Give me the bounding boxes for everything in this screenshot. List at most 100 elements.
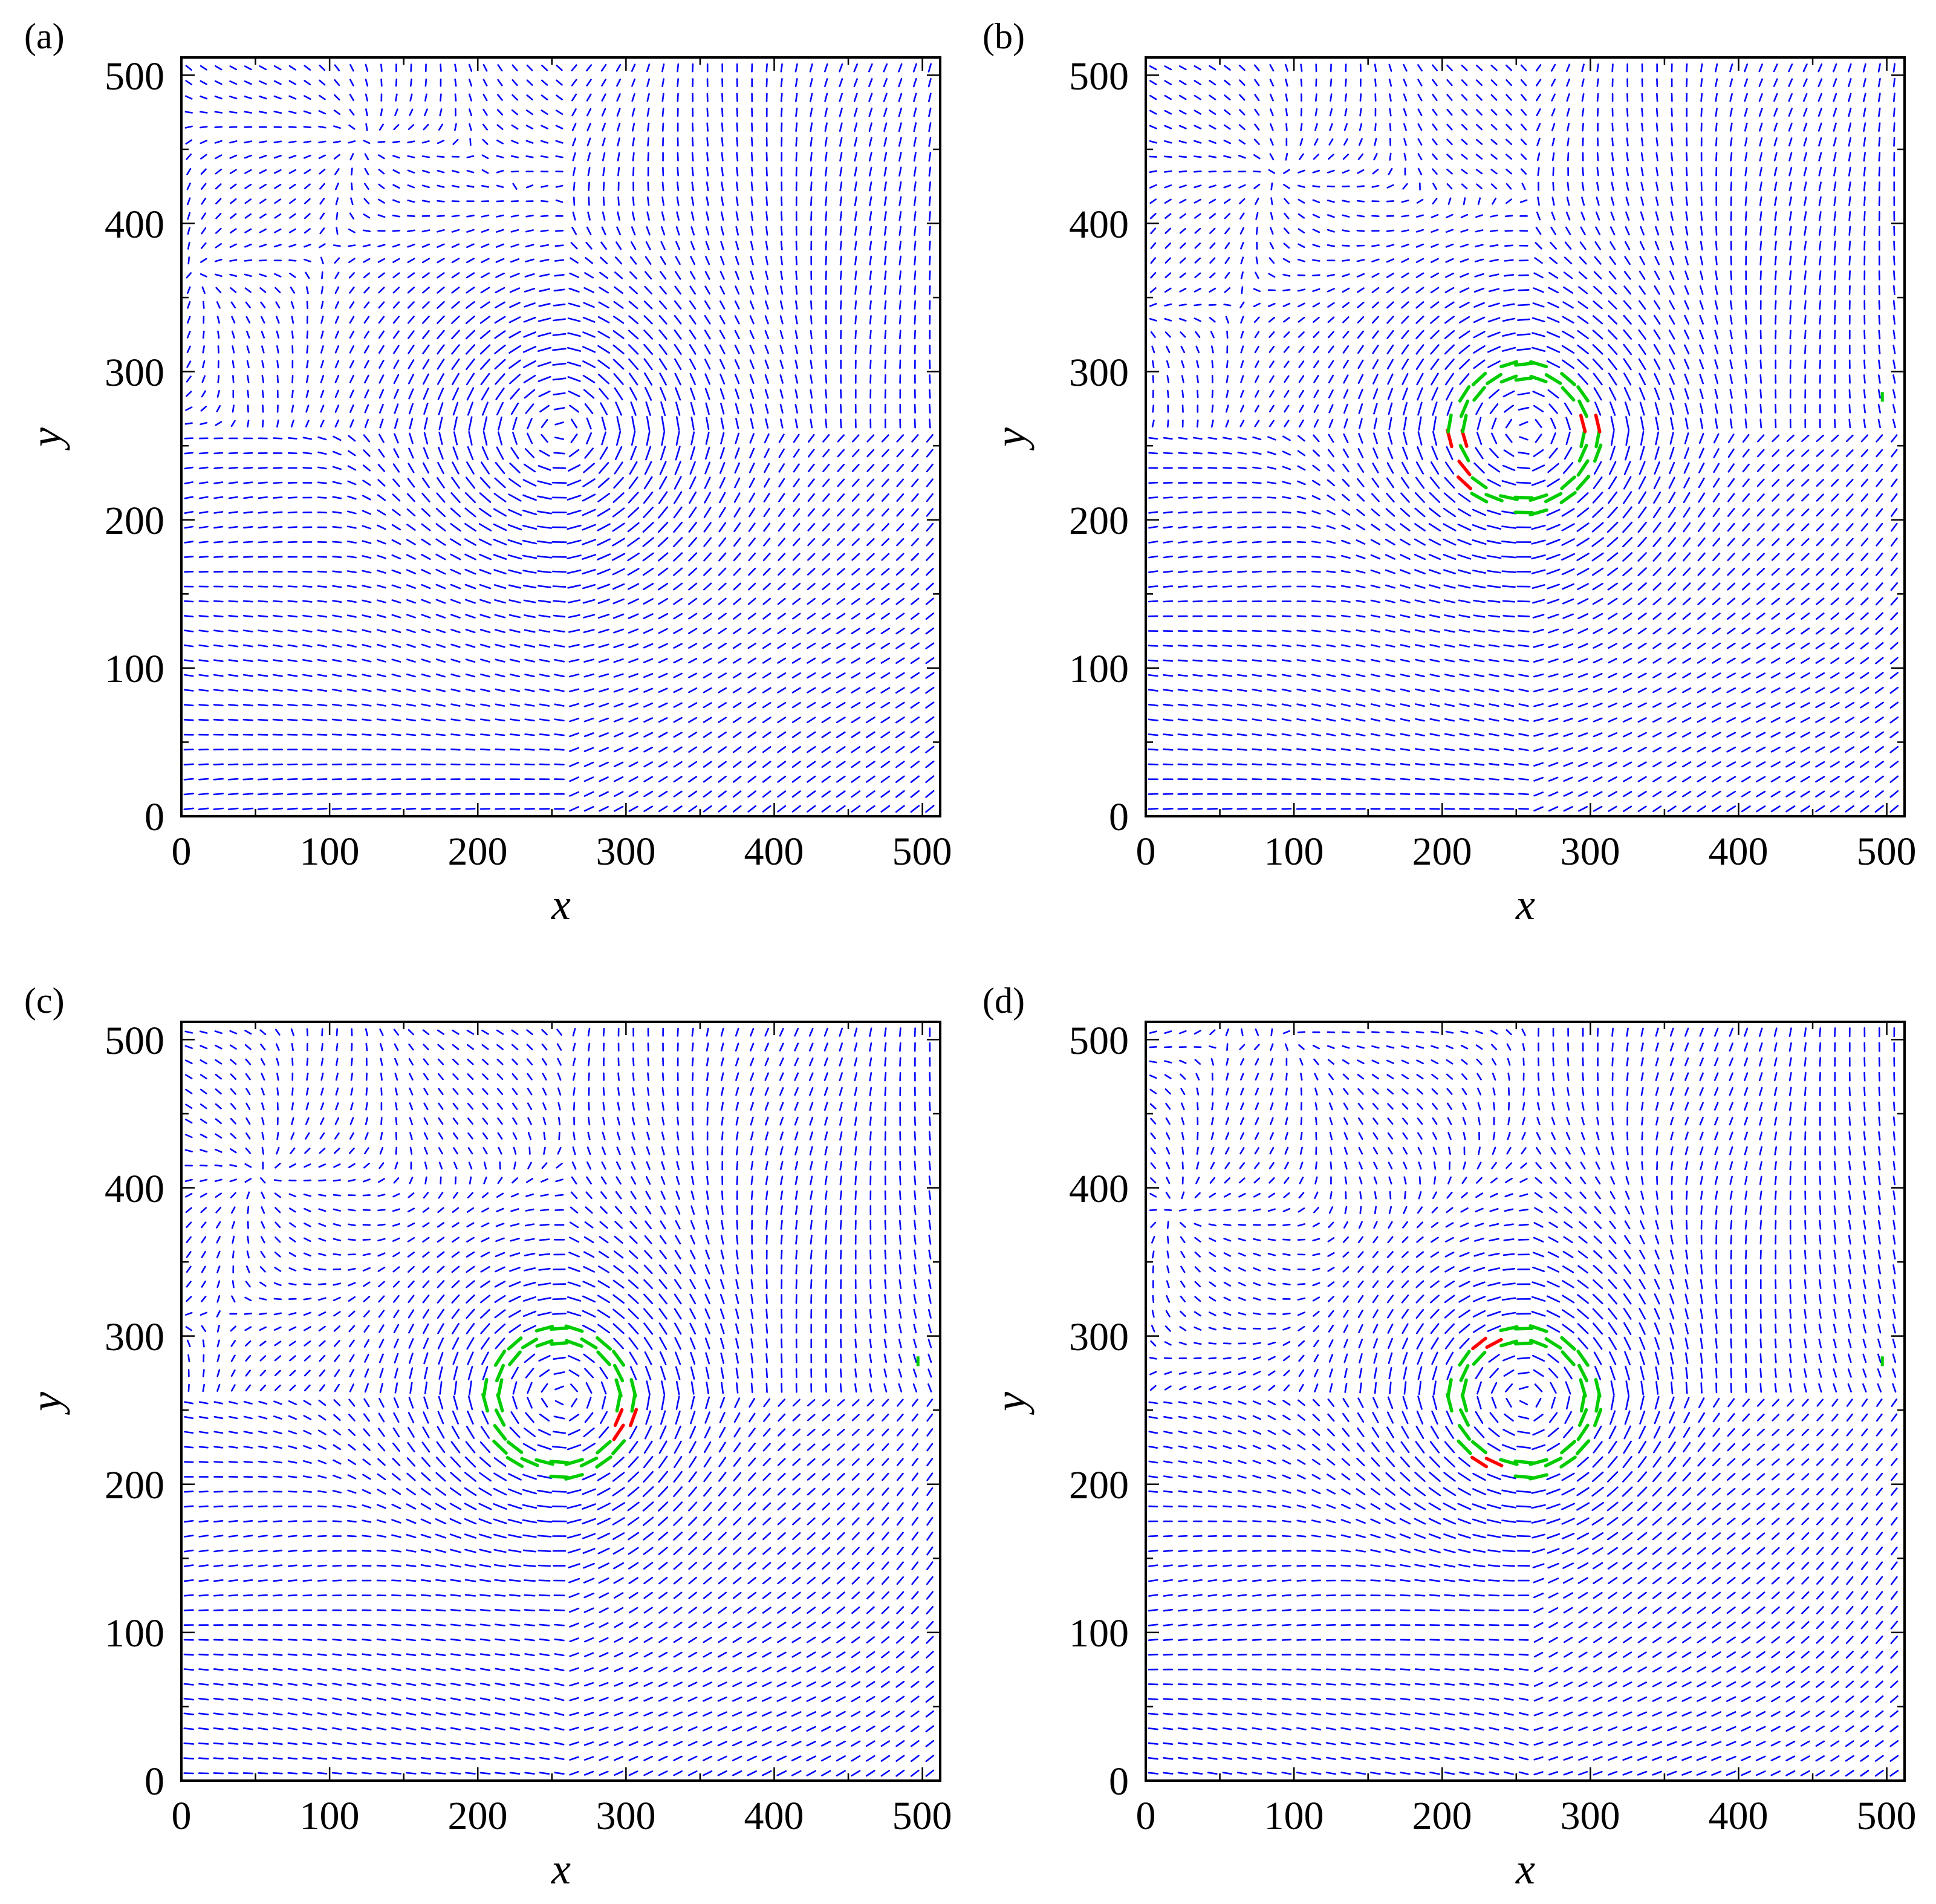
vector-arrow bbox=[1741, 687, 1751, 694]
vector-arrow bbox=[1432, 401, 1438, 416]
vector-arrow bbox=[1267, 659, 1277, 663]
vector-arrow bbox=[1327, 229, 1335, 233]
vector-arrow bbox=[810, 345, 813, 354]
vector-arrow bbox=[1742, 493, 1750, 502]
vector-arrow bbox=[1532, 391, 1545, 397]
vector-arrow bbox=[288, 169, 296, 174]
vector-arrow bbox=[1417, 153, 1423, 161]
vector-arrow bbox=[464, 599, 476, 604]
vector-arrow bbox=[688, 643, 698, 649]
vector-arrow bbox=[881, 478, 889, 487]
vector-arrow bbox=[807, 687, 816, 694]
vector-arrow bbox=[1148, 496, 1158, 499]
vector-arrow bbox=[539, 674, 550, 678]
vector-arrow bbox=[1800, 716, 1810, 723]
vector-arrow bbox=[1610, 431, 1615, 446]
vector-arrow bbox=[628, 628, 639, 634]
vector-arrow bbox=[1298, 389, 1304, 398]
vector-arrow bbox=[1668, 492, 1676, 504]
vector-arrow bbox=[837, 523, 845, 531]
vector-arrow bbox=[1551, 211, 1556, 221]
vector-arrow bbox=[1655, 152, 1658, 161]
vector-arrow bbox=[1563, 732, 1573, 737]
vector-arrow bbox=[839, 63, 843, 73]
vector-arrow bbox=[364, 167, 369, 175]
vector-arrow bbox=[1564, 256, 1573, 265]
vector-arrow bbox=[423, 388, 429, 400]
vector-arrow bbox=[364, 153, 369, 161]
vector-arrow bbox=[586, 93, 592, 102]
vector-arrow bbox=[304, 169, 311, 174]
vector-arrow bbox=[1548, 747, 1559, 752]
vector-arrow bbox=[1254, 94, 1260, 102]
vector-arrow bbox=[1756, 434, 1765, 443]
vector-arrow bbox=[779, 345, 784, 354]
vector-arrow bbox=[582, 374, 596, 383]
vector-arrow bbox=[925, 701, 935, 709]
vector-arrow bbox=[1488, 288, 1500, 293]
vector-arrow bbox=[304, 154, 311, 159]
vector-arrow bbox=[582, 331, 596, 338]
vector-arrow bbox=[422, 344, 430, 355]
vector-arrow bbox=[377, 141, 386, 143]
vector-arrow bbox=[705, 432, 710, 445]
vector-arrow bbox=[567, 346, 582, 352]
vector-arrow bbox=[599, 717, 609, 723]
vector-arrow bbox=[689, 285, 696, 295]
vector-arrow bbox=[1579, 414, 1587, 434]
vector-arrow bbox=[1207, 541, 1218, 544]
vector-arrow bbox=[748, 552, 756, 562]
vector-arrow bbox=[378, 374, 385, 384]
vector-arrow bbox=[258, 600, 268, 603]
vector-arrow bbox=[469, 138, 472, 146]
vector-arrow bbox=[318, 154, 326, 159]
vector-arrow bbox=[259, 213, 267, 219]
vector-arrow bbox=[793, 478, 800, 487]
vector-arrow bbox=[302, 600, 313, 603]
vector-arrow bbox=[552, 467, 567, 469]
vector-arrow bbox=[690, 211, 695, 221]
vector-arrow bbox=[259, 244, 267, 248]
vector-arrow bbox=[1164, 184, 1172, 189]
vector-arrow bbox=[632, 137, 635, 147]
vector-arrow bbox=[1576, 507, 1590, 518]
vector-arrow bbox=[1487, 570, 1501, 574]
vector-arrow bbox=[719, 476, 726, 489]
vector-arrow bbox=[1772, 449, 1780, 457]
vector-arrow bbox=[465, 733, 476, 736]
vector-arrow bbox=[1252, 526, 1262, 528]
vector-arrow bbox=[1330, 93, 1333, 102]
vector-arrow bbox=[1770, 716, 1781, 723]
vector-arrow bbox=[1459, 658, 1470, 663]
vector-arrow bbox=[421, 643, 431, 648]
vector-arrow bbox=[1460, 258, 1469, 263]
vector-arrow bbox=[1548, 791, 1559, 797]
vector-arrow bbox=[1715, 152, 1718, 161]
vector-arrow bbox=[778, 478, 785, 488]
vector-arrow bbox=[733, 507, 741, 518]
vector-arrow bbox=[1815, 776, 1825, 783]
vector-arrow bbox=[1473, 302, 1485, 308]
vector-arrow bbox=[1473, 762, 1485, 766]
vector-arrow bbox=[422, 330, 430, 339]
vector-arrow bbox=[1152, 375, 1154, 383]
vector-arrow bbox=[567, 376, 581, 382]
vector-arrow bbox=[320, 330, 324, 339]
vector-arrow bbox=[673, 537, 683, 547]
vector-arrow bbox=[362, 614, 372, 619]
vector-arrow bbox=[1594, 401, 1602, 416]
vector-arrow bbox=[184, 674, 194, 677]
vector-arrow bbox=[291, 316, 294, 324]
vector-arrow bbox=[1502, 317, 1516, 322]
vector-arrow bbox=[1804, 241, 1807, 251]
vector-arrow bbox=[599, 287, 609, 294]
vector-arrow bbox=[865, 701, 875, 709]
vector-arrow bbox=[1551, 197, 1555, 206]
vector-arrow bbox=[661, 93, 664, 102]
vector-arrow bbox=[765, 211, 768, 221]
vector-arrow bbox=[1255, 375, 1259, 383]
vector-arrow bbox=[1652, 747, 1662, 753]
vector-arrow bbox=[1684, 447, 1690, 460]
vector-arrow bbox=[1388, 78, 1392, 87]
vector-arrow bbox=[659, 285, 667, 295]
